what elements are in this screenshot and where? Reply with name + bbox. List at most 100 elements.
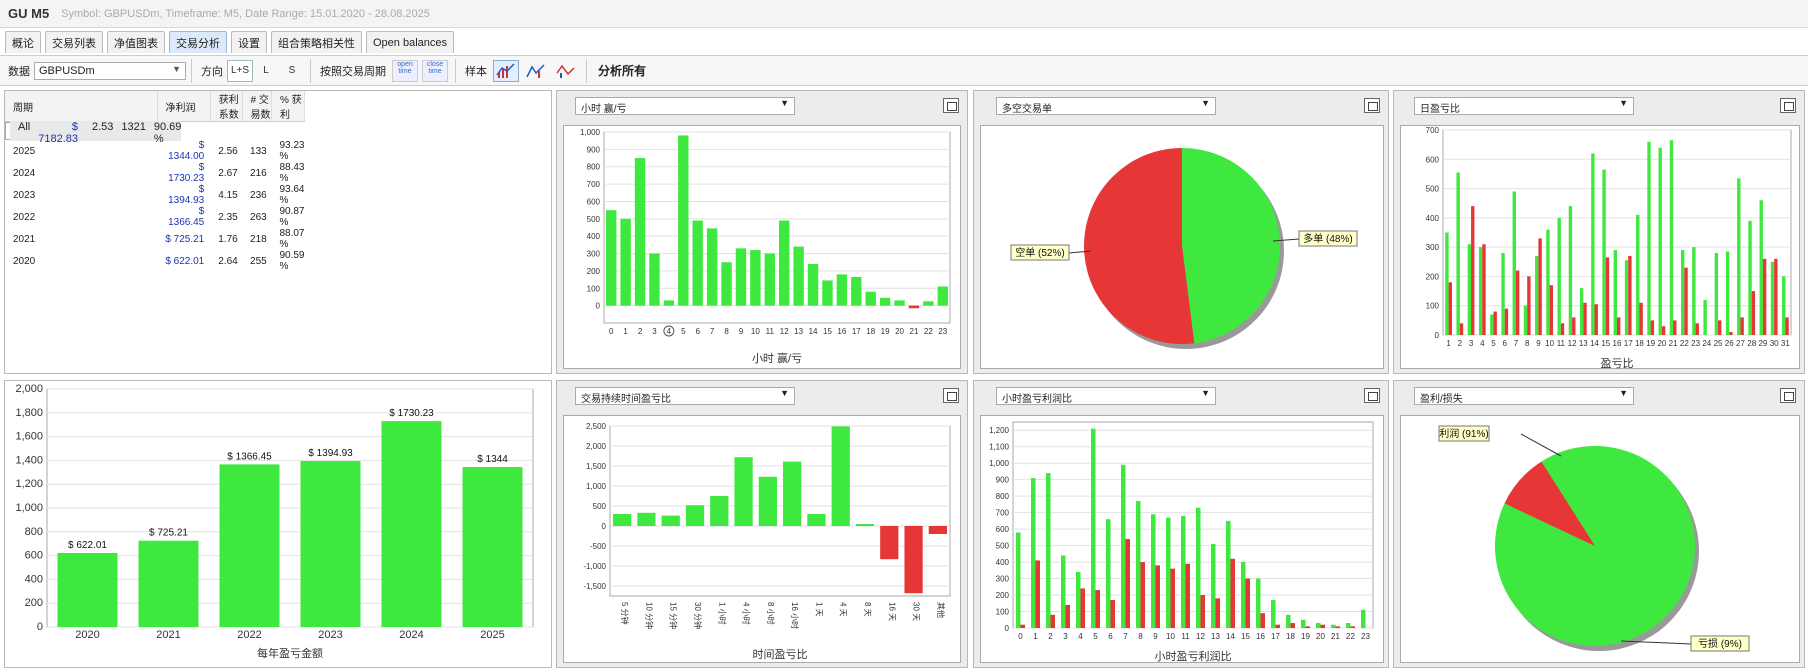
direction-long-short-button[interactable]: L+S bbox=[227, 59, 253, 82]
x-tick-label: 5 分钟 bbox=[620, 602, 630, 625]
chart-bar bbox=[1361, 609, 1366, 628]
x-tick-label: 30 天 bbox=[912, 602, 921, 621]
x-tick-label: 11 bbox=[1557, 339, 1566, 348]
chart-bar bbox=[1271, 599, 1276, 628]
y-tick-label: 800 bbox=[587, 163, 601, 172]
table-cell: 2.35 bbox=[218, 211, 238, 223]
table-cell: 88.07 % bbox=[279, 228, 305, 250]
tab-trade-list[interactable]: 交易列表 bbox=[45, 31, 103, 53]
col-period[interactable]: 周期 bbox=[5, 91, 158, 122]
x-tick-label: 0 bbox=[1018, 632, 1023, 641]
tab-open-balances[interactable]: Open balances bbox=[366, 31, 454, 53]
chart-bar bbox=[1346, 623, 1351, 628]
chart-bar bbox=[879, 297, 891, 306]
tab-equity-chart[interactable]: 净值图表 bbox=[107, 31, 165, 53]
daily-chart-select[interactable]: 日盈亏比 ▼ bbox=[1414, 97, 1634, 115]
chart-bar bbox=[1065, 604, 1070, 628]
window-subtitle: Symbol: GBPUSDm, Timeframe: M5, Date Ran… bbox=[61, 7, 430, 20]
chart-bar bbox=[685, 505, 705, 526]
col-net-profit[interactable]: 净利润 bbox=[157, 91, 211, 122]
chart-bar bbox=[300, 461, 361, 627]
direction-long-button[interactable]: L bbox=[263, 65, 269, 76]
hourly-ratio-select[interactable]: 小时盈亏利润比 ▼ bbox=[996, 387, 1216, 405]
y-tick-label: 700 bbox=[1426, 126, 1440, 135]
profit-loss-select[interactable]: 盈利/损失 ▼ bbox=[1414, 387, 1634, 405]
select-value: 盈利/损失 bbox=[1420, 394, 1463, 405]
col-trade-count[interactable]: # 交易数 bbox=[242, 91, 272, 122]
x-tick-label: 8 小时 bbox=[766, 602, 776, 625]
maximize-icon[interactable] bbox=[1780, 388, 1796, 403]
chart-bar bbox=[1490, 314, 1494, 335]
chart-bar bbox=[1478, 247, 1483, 335]
x-tick-label: 9 bbox=[1536, 339, 1541, 348]
maximize-icon[interactable] bbox=[1780, 98, 1796, 113]
col-profit-factor[interactable]: 获利系数 bbox=[210, 91, 243, 122]
select-value: 交易持续时间盈亏比 bbox=[581, 394, 671, 405]
long-short-chart: 多单 (48%) 空单 (52%) bbox=[1010, 148, 1358, 349]
long-short-select[interactable]: 多空交易单 ▼ bbox=[996, 97, 1216, 115]
maximize-icon[interactable] bbox=[1364, 98, 1380, 113]
open-time-button[interactable]: open time bbox=[392, 59, 418, 82]
chart-bar bbox=[1703, 299, 1707, 335]
close-time-button[interactable]: close time bbox=[422, 59, 448, 82]
x-tick-label: 30 分钟 bbox=[693, 602, 703, 629]
x-tick-label: 4 小时 bbox=[742, 602, 752, 625]
table-row[interactable]: 2025 $ 1344.00 2.56 133 93.23 % bbox=[5, 140, 305, 162]
col-win-pct[interactable]: % 获利 bbox=[271, 91, 306, 122]
y-tick-label: 1,000 bbox=[580, 128, 601, 137]
sample-out-of-sample-button[interactable] bbox=[553, 60, 579, 82]
chart-bar bbox=[613, 514, 632, 526]
direction-short-button[interactable]: S bbox=[288, 65, 296, 76]
chart-bar bbox=[1290, 623, 1295, 628]
x-tick-label: 12 bbox=[1568, 339, 1577, 348]
duration-chart-select[interactable]: 交易持续时间盈亏比 ▼ bbox=[575, 387, 795, 405]
chart-bar bbox=[663, 300, 675, 306]
table-row[interactable]: All $ 7182.83 2.53 1321 90.69 % bbox=[5, 121, 182, 145]
data-label: 数据 bbox=[8, 65, 30, 78]
y-tick-label: 200 bbox=[587, 267, 601, 276]
y-tick-label: 300 bbox=[1426, 243, 1440, 252]
y-tick-label: 800 bbox=[996, 492, 1010, 501]
x-tick-label: 8 天 bbox=[863, 602, 872, 617]
chart-bar bbox=[1774, 258, 1778, 335]
chevron-down-icon: ▼ bbox=[1201, 388, 1210, 398]
tab-settings[interactable]: 设置 bbox=[231, 31, 267, 53]
x-tick-label: 2023 bbox=[318, 629, 342, 641]
table-row[interactable]: 2024 $ 1730.23 2.67 216 88.43 % bbox=[5, 162, 305, 184]
chevron-down-icon: ▼ bbox=[780, 98, 789, 108]
x-tick-label: 16 bbox=[1256, 632, 1265, 641]
sample-all-button[interactable] bbox=[493, 59, 519, 82]
sample-in-sample-button[interactable] bbox=[523, 60, 549, 82]
chart-bar bbox=[1305, 626, 1310, 628]
table-row[interactable]: 2022 $ 1366.45 2.35 263 90.87 % bbox=[5, 206, 305, 228]
table-row[interactable]: 2020 $ 622.01 2.64 255 90.59 % bbox=[5, 250, 305, 272]
table-cell: 216 bbox=[250, 167, 267, 179]
x-tick-label: 10 分钟 bbox=[644, 602, 654, 629]
chart-bar bbox=[1579, 288, 1584, 335]
chart-bar bbox=[1076, 571, 1081, 628]
maximize-icon[interactable] bbox=[943, 98, 959, 113]
maximize-icon[interactable] bbox=[1364, 388, 1380, 403]
tab-trade-analysis[interactable]: 交易分析 bbox=[169, 31, 227, 53]
table-row[interactable]: 2021 $ 725.21 1.76 218 88.07 % bbox=[5, 228, 305, 250]
y-tick-label: 600 bbox=[996, 525, 1010, 534]
chart-bar bbox=[1226, 520, 1231, 628]
chart-bar bbox=[807, 263, 819, 306]
x-tick-label: 19 bbox=[1301, 632, 1310, 641]
y-tick-label: 400 bbox=[1426, 214, 1440, 223]
chart-bar bbox=[923, 301, 934, 306]
tab-portfolio-correlation[interactable]: 组合策略相关性 bbox=[271, 31, 362, 53]
hourly-chart-select[interactable]: 小时 赢/亏 ▼ bbox=[575, 97, 795, 115]
x-tick-label: 20 bbox=[1316, 632, 1325, 641]
table-row[interactable]: 2023 $ 1394.93 4.15 236 93.64 % bbox=[5, 184, 305, 206]
highlight-circle bbox=[663, 325, 675, 337]
y-tick-label: 600 bbox=[1426, 155, 1440, 164]
chart-bar bbox=[606, 210, 617, 306]
chart-bar bbox=[1515, 270, 1520, 335]
y-tick-label: 300 bbox=[587, 250, 601, 259]
maximize-icon[interactable] bbox=[943, 388, 959, 403]
chart-bar bbox=[1535, 255, 1539, 335]
tab-overview[interactable]: 概论 bbox=[5, 31, 41, 53]
chart-bar bbox=[1245, 578, 1250, 628]
symbol-select[interactable]: GBPUSDm ▼ bbox=[34, 61, 186, 80]
